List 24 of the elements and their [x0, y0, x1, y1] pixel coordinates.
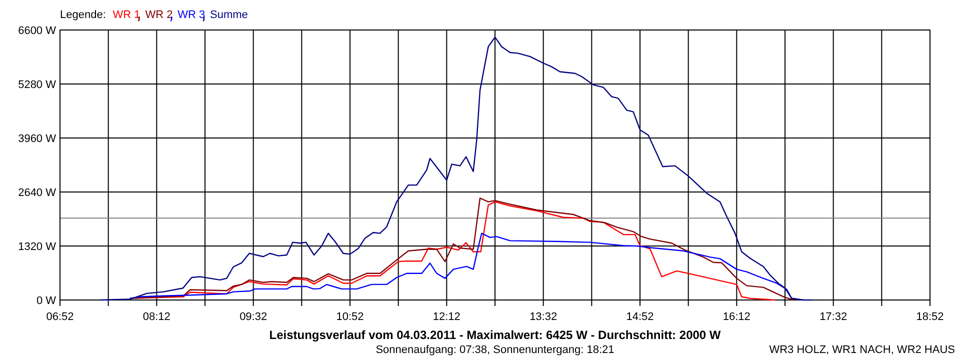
- x-tick-label: 10:52: [336, 311, 364, 323]
- x-tick-label: 18:52: [916, 311, 944, 323]
- y-tick-label: 6600 W: [18, 25, 57, 37]
- y-tick-label: 2640 W: [18, 187, 57, 199]
- legend-label: WR 3: [178, 9, 206, 21]
- x-tick-label: 08:12: [142, 311, 170, 323]
- x-tick-label: 12:12: [432, 311, 460, 323]
- x-tick-label: 17:32: [820, 311, 848, 323]
- x-tick-label: 09:32: [240, 311, 268, 323]
- y-tick-label: 0 W: [36, 295, 57, 307]
- x-tick-label: 14:52: [626, 311, 654, 323]
- x-tick-label: 16:12: [722, 311, 750, 323]
- text: WR3 HOLZ, WR1 NACH, WR2 HAUS: [769, 344, 955, 356]
- text: Leistungsverlauf vom 04.03.2011 - Maximalwert: 6425 W - Durchschnitt: 2000 W: [269, 328, 722, 342]
- y-tick-label: 5280 W: [18, 79, 57, 91]
- y-tick-label: 3960 W: [18, 133, 57, 145]
- x-tick-label: 06:52: [46, 311, 74, 323]
- line-series: [99, 36, 812, 301]
- legend-label: Summe: [210, 9, 248, 21]
- legend-title: Legende:: [60, 9, 106, 21]
- y-tick-label: 1320 W: [18, 241, 57, 253]
- text: WR 1: [112, 9, 140, 21]
- x-tick-label: 13:32: [530, 311, 558, 323]
- text: Sonnenaufgang: 07:38, Sonnenuntergang: 18:21: [376, 344, 614, 356]
